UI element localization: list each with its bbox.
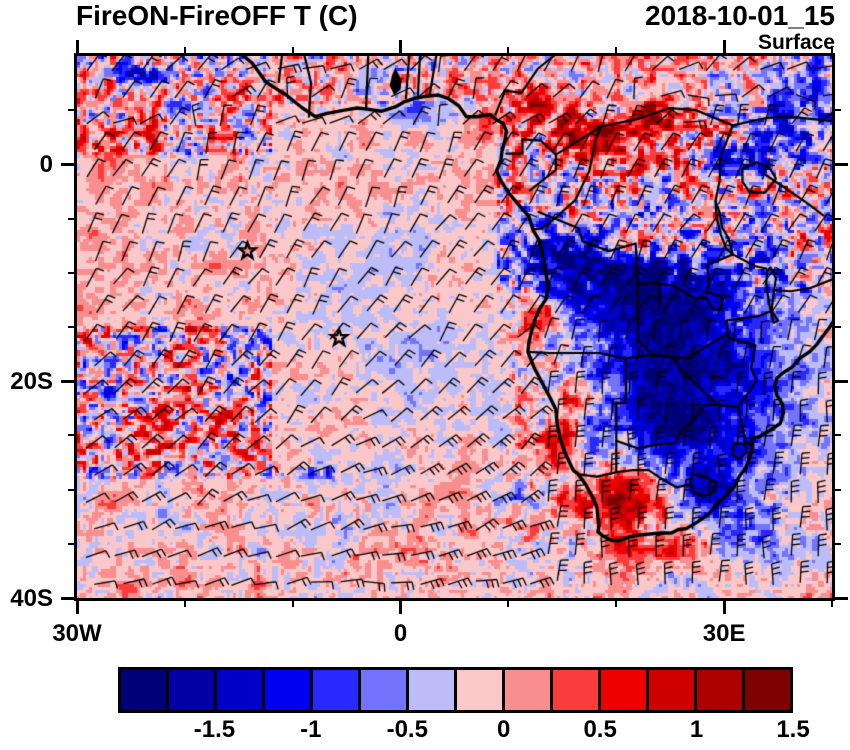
y-tick-label: 40S (10, 585, 53, 612)
axis-tick (832, 326, 841, 328)
colorbar-segment (262, 670, 310, 710)
colorbar-segment (358, 670, 406, 710)
x-tick-label: 0 (393, 620, 408, 647)
axis-tick (75, 598, 79, 614)
axis-tick (399, 598, 403, 614)
axis-tick (832, 488, 841, 491)
colorbar (118, 667, 793, 713)
axis-tick (832, 434, 841, 437)
axis-tick (507, 598, 510, 607)
colorbar-tick-label: 0 (497, 716, 511, 743)
axis-tick (832, 109, 841, 112)
axis-tick (722, 598, 726, 614)
map-canvas (77, 56, 832, 598)
axis-tick (68, 326, 77, 328)
axis-tick (832, 271, 841, 274)
axis-tick (832, 217, 841, 220)
colorbar-segment (310, 670, 358, 710)
axis-tick (61, 379, 77, 383)
axis-tick (68, 488, 77, 491)
axis-tick (832, 162, 848, 166)
axis-tick (399, 40, 403, 56)
plot-level-label: Surface (757, 31, 835, 54)
colorbar-tick-label: 1.5 (776, 716, 810, 743)
map-plot-area (74, 53, 835, 601)
axis-tick (68, 434, 77, 437)
axis-tick (183, 598, 186, 607)
axis-tick (68, 217, 77, 220)
colorbar-tick-label: 0.5 (583, 716, 617, 743)
colorbar-tick-label: -0.5 (386, 716, 428, 743)
axis-tick (615, 47, 618, 56)
colorbar-tick-label: -1.5 (193, 716, 236, 743)
y-tick-label: 0 (39, 151, 53, 179)
colorbar-segment (742, 670, 790, 710)
plot-title: FireON-FireOFF T (C) (76, 0, 358, 31)
axis-tick (507, 47, 510, 56)
y-tick-label: 20S (10, 368, 53, 396)
axis-tick (831, 47, 833, 56)
colorbar-segment (646, 670, 694, 710)
axis-tick (291, 47, 294, 56)
x-tick-label: 30W (52, 620, 102, 647)
axis-tick (831, 598, 833, 607)
x-tick-label: 30E (702, 620, 746, 647)
axis-tick (61, 596, 77, 600)
axis-tick (68, 271, 77, 274)
colorbar-segment (406, 670, 454, 710)
axis-tick (75, 40, 79, 56)
axis-tick (183, 47, 186, 56)
colorbar-tick-label: 1 (689, 716, 704, 743)
axis-tick (68, 109, 77, 112)
axis-tick (615, 598, 618, 607)
axis-tick (61, 162, 77, 166)
colorbar-segment (166, 670, 214, 710)
colorbar-segment (694, 670, 742, 710)
plot-datetime: 2018-10-01_15 (645, 0, 835, 31)
colorbar-tick-label: -1 (300, 716, 322, 743)
axis-tick (832, 542, 841, 545)
axis-tick (68, 542, 77, 545)
axis-tick (291, 598, 294, 607)
axis-tick (832, 596, 848, 600)
colorbar-segment (598, 670, 646, 710)
axis-tick (722, 40, 726, 56)
colorbar-segment (121, 670, 166, 710)
colorbar-segment (550, 670, 598, 710)
colorbar-segment (214, 670, 262, 710)
colorbar-segment (502, 670, 550, 710)
axis-tick (832, 379, 848, 383)
colorbar-segment (454, 670, 502, 710)
